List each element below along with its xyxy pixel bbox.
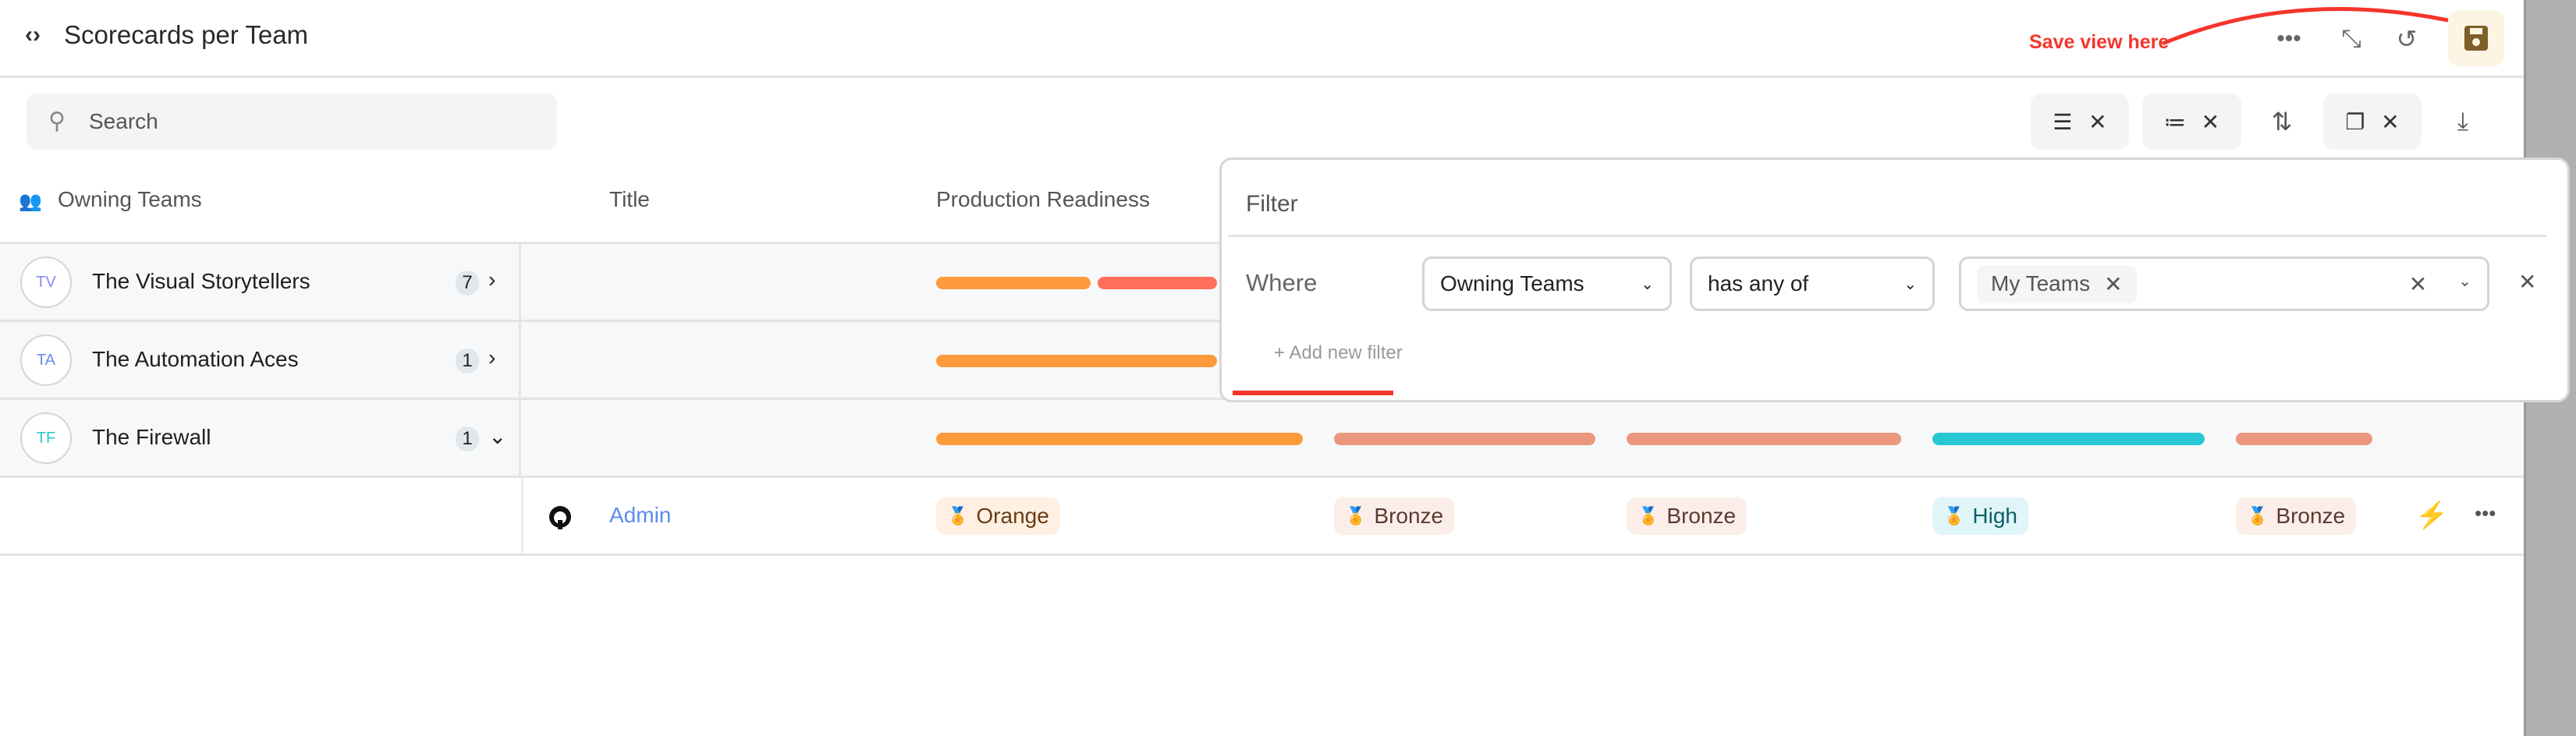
avatar: TV [20,257,72,308]
chevron-down-icon: ⌄ [1904,275,1917,293]
count-badge: 1 [456,349,479,373]
clear-value-icon[interactable]: ✕ [2408,271,2428,296]
chevron-right-icon[interactable]: › [488,267,496,292]
row-more-icon[interactable]: ••• [2475,501,2496,525]
clear-filter-icon[interactable]: ✕ [2088,109,2107,134]
scorecard-badge: 🏅 Orange [936,497,1060,535]
copy-icon: ❐ [2345,109,2365,134]
avatar: TF [20,412,72,464]
scorecard-badge: 🏅 Bronze [1334,497,1455,535]
team-icon: 👥 [19,191,42,212]
scorecard-badge: 🏅 High [1932,497,2028,535]
score-bar [1932,433,2205,445]
group-cell[interactable]: TV The Visual Storytellers 7 › [0,244,521,320]
chevron-right-icon[interactable]: › [488,345,496,370]
medal-icon: 🏅 [1943,506,1965,525]
add-filter-button[interactable]: + Add new filter [1274,342,1403,363]
save-icon [2464,26,2488,51]
operator-select[interactable]: has any of ⌄ [1690,257,1935,311]
lightning-icon[interactable]: ⚡ [2415,501,2449,530]
clear-group-icon[interactable]: ✕ [2201,109,2220,134]
chevron-down-icon[interactable]: ⌄ [488,424,507,448]
medal-icon: 🏅 [1345,506,1367,525]
save-view-button[interactable] [2448,10,2504,66]
medal-icon: 🏅 [2247,506,2269,525]
group-cell[interactable]: TF The Firewall 1 ⌄ [0,400,521,476]
copy-button[interactable]: ❐ ✕ [2323,94,2422,150]
group-cell[interactable]: TA The Automation Aces 1 › [0,322,521,398]
where-label: Where [1246,269,1318,296]
score-bar [936,355,1217,367]
filter-button[interactable]: ☰ ✕ [2031,94,2129,150]
medal-icon: 🏅 [947,506,969,525]
score-bar [2236,433,2372,445]
score-bar [936,433,1303,445]
team-name: The Firewall [92,425,211,449]
scorecard-badge: 🏅 Bronze [2236,497,2357,535]
medal-icon: 🏅 [1637,506,1659,525]
refresh-icon[interactable]: ↺ [2396,25,2418,53]
save-view-annotation: Save view here [2029,31,2170,53]
field-select[interactable]: Owning Teams ⌄ [1422,257,1672,311]
score-bar [1098,277,1217,289]
search-icon: ⚲ [48,108,66,134]
scorecard-badge: 🏅 Bronze [1627,497,1747,535]
score-bar [936,277,1091,289]
page-title: Scorecards per Team [64,20,309,49]
code-icon[interactable]: ‹› [25,22,41,48]
remove-chip-icon[interactable]: ✕ [2104,271,2123,296]
filter-popup: Filter Where Owning Teams ⌄ has any of ⌄ M… [1219,157,2570,402]
group-by-icon: ≔ [2163,109,2186,134]
annotation-arrow [2162,6,2449,46]
value-chip: My Teams ✕ [1977,264,2137,303]
remove-filter-icon[interactable]: ✕ [2518,270,2537,294]
column-title[interactable]: Title [609,187,650,211]
entity-title-link[interactable]: Admin [609,503,672,527]
header: ‹› Scorecards per Team Save view here ••… [0,0,2524,78]
count-badge: 1 [456,426,479,451]
clear-copy-icon[interactable]: ✕ [2381,109,2400,134]
team-name: The Automation Aces [92,347,299,371]
sort-icon[interactable]: ⇅ [2271,108,2293,136]
collapse-icon[interactable]: ⤡ [2341,24,2361,52]
annotation-underline [1233,391,1393,395]
value-select[interactable]: My Teams ✕ ✕ ⌄ [1959,257,2489,311]
team-name: The Visual Storytellers [92,269,310,293]
count-badge: 7 [456,271,479,295]
column-production-readiness[interactable]: Production Readiness [936,187,1150,211]
group-by-button[interactable]: ≔ ✕ [2142,94,2241,150]
score-bar [1334,433,1595,445]
avatar: TA [20,334,72,386]
chevron-down-icon: ⌄ [1641,275,1654,293]
more-icon[interactable]: ••• [2276,26,2301,51]
github-icon [549,506,571,529]
download-icon[interactable]: ⤓ [2457,107,2469,135]
score-bar [1627,433,1901,445]
filter-icon: ☰ [2053,109,2073,134]
chevron-down-icon[interactable]: ⌄ [2458,272,2471,290]
table-row[interactable]: Admin 🏅 Orange 🏅 Bronze 🏅 Bronze 🏅 High 🏅 Bronze … [0,478,2524,556]
column-owning-teams[interactable]: Owning Teams [58,187,202,211]
group-row[interactable]: TF The Firewall 1 ⌄ [0,400,2524,478]
search-input[interactable]: ⚲ Search [27,94,557,150]
filter-title: Filter [1246,191,1298,217]
